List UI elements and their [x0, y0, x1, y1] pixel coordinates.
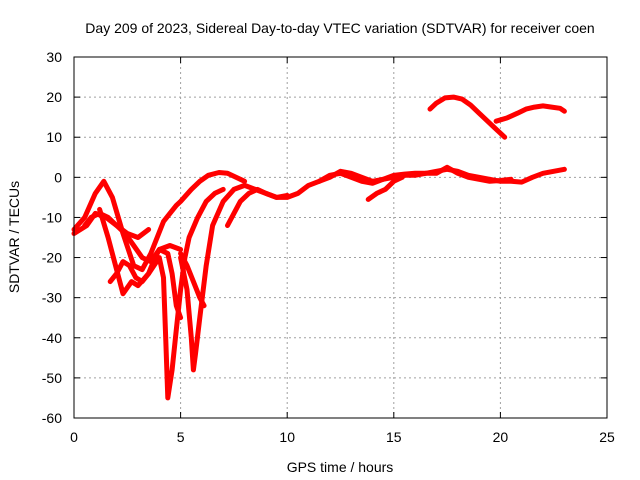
axis-tick-labels: 0 5 10 15 20 25 -60 -50 -40 -30 -20 -10 0 10 20 30 — [42, 49, 615, 445]
grid — [74, 57, 607, 418]
y-tick-label: -20 — [42, 250, 62, 266]
series-trace-7 — [178, 251, 207, 309]
y-tick-label: -40 — [42, 330, 62, 346]
y-tick-label: -30 — [42, 290, 62, 306]
x-tick-label: 5 — [177, 429, 185, 445]
x-tick-label: 20 — [493, 429, 509, 445]
plot-area — [71, 94, 567, 401]
chart-title: Day 209 of 2023, Sidereal Day-to-day VTE… — [85, 20, 594, 36]
plot-frame — [73, 56, 608, 419]
x-axis-label: GPS time / hours — [287, 459, 394, 475]
y-tick-label: -50 — [42, 370, 62, 386]
series-trace-5 — [107, 243, 184, 285]
x-tick-label: 15 — [386, 429, 402, 445]
y-tick-label: 30 — [46, 49, 62, 65]
y-axis-label: SDTVAR / TECUs — [6, 181, 22, 293]
series-trace-9 — [316, 164, 514, 184]
y-tick-label: 0 — [54, 169, 62, 185]
series-trace-1 — [71, 170, 248, 273]
series-trace-10 — [365, 174, 405, 202]
x-tick-label: 10 — [279, 429, 295, 445]
y-tick-label: 20 — [46, 89, 62, 105]
x-tick-label: 0 — [70, 429, 78, 445]
y-tick-label: 10 — [46, 129, 62, 145]
x-tick-label: 25 — [599, 429, 615, 445]
y-tick-label: -60 — [42, 410, 62, 426]
series-trace-4 — [97, 186, 226, 401]
series-trace-12 — [493, 103, 567, 124]
y-tick-label: -10 — [42, 209, 62, 225]
series-trace-11 — [427, 94, 508, 140]
